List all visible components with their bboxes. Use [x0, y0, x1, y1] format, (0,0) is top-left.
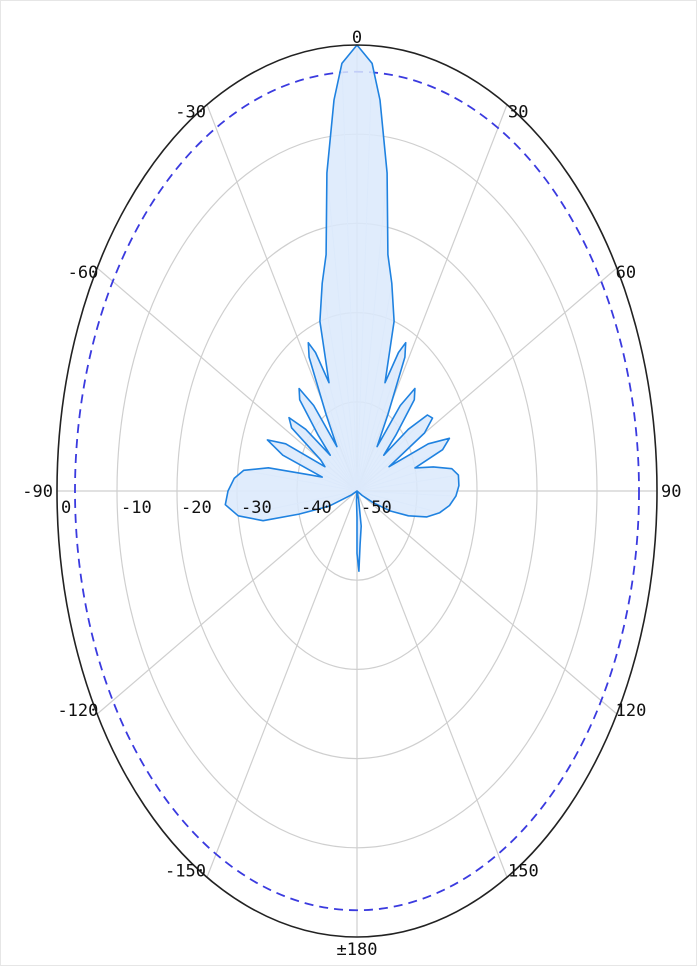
pattern-ray [356, 283, 393, 492]
pattern-ray [341, 63, 358, 492]
pattern-ray [356, 342, 407, 492]
angle-tick-label: 150 [508, 861, 539, 881]
pattern-ray [356, 399, 415, 492]
pattern-ray [356, 449, 443, 492]
radial-tick-label: -10 [121, 498, 152, 518]
outer-boundary-circle [56, 44, 658, 938]
pattern-ray [356, 414, 428, 492]
pattern-ray [356, 443, 429, 492]
pattern-ray [299, 399, 358, 492]
pattern-ray [356, 382, 386, 492]
angle-tick-label: -150 [165, 861, 206, 881]
angle-tick-label: ±180 [337, 940, 378, 960]
pattern-ray [356, 466, 434, 492]
pattern-ray [326, 172, 358, 492]
radial-tick-label: 0 [61, 498, 71, 518]
angular-grid-spoke [356, 490, 618, 715]
pattern-ray [243, 469, 358, 492]
pattern-ray [356, 474, 459, 492]
angular-grid-spoke [96, 267, 358, 492]
pattern-ray [298, 490, 358, 515]
radial-tick-label: -50 [361, 498, 392, 518]
angle-tick-label: 0 [352, 28, 362, 48]
radial-tick-label: -40 [301, 498, 332, 518]
angle-tick-label: 30 [508, 103, 528, 123]
pattern-ray [356, 454, 385, 492]
angle-tick-label: 60 [616, 263, 636, 283]
pattern-ray [356, 172, 388, 492]
pattern-ray [321, 283, 358, 492]
pattern-group [224, 44, 460, 572]
outer-ring-group [56, 44, 658, 938]
pattern-ray [282, 454, 358, 492]
angle-tick-label: -90 [22, 482, 53, 502]
pattern-ray [238, 490, 358, 517]
pattern-line [224, 44, 460, 572]
radial-tick-label: -20 [181, 498, 212, 518]
angular-grid-spoke [96, 490, 358, 715]
radial-tick-label: -30 [241, 498, 272, 518]
pattern-ray [285, 443, 358, 492]
angle-tick-label: -60 [68, 263, 99, 283]
angle-tick-label: 120 [616, 701, 647, 721]
angular-grid-spoke [206, 490, 358, 878]
angle-tick-label: -30 [175, 103, 206, 123]
pattern-ray [328, 382, 358, 492]
pattern-ray [356, 414, 389, 492]
pattern-ray [356, 490, 409, 517]
pattern-ray [356, 63, 373, 492]
angle-tick-label: 90 [661, 482, 681, 502]
angle-tick-label: -120 [57, 701, 98, 721]
pattern-ray [356, 490, 440, 514]
pattern-ray [310, 474, 358, 492]
pattern-ray [356, 490, 456, 497]
angle-tick-labels: 0 30 60 90 120 150 ±180 -150 -120 -90 -60 -30 [22, 28, 681, 960]
pattern-ray [320, 459, 358, 492]
pattern-ray [288, 417, 358, 492]
pattern-area [225, 45, 459, 572]
pattern-ray [329, 454, 358, 492]
pattern-ray [325, 414, 358, 492]
pattern-ray [307, 342, 358, 492]
angular-grid-spoke [356, 490, 508, 878]
radial-tick-labels: 0 -10 -20 -30 -40 -50 [61, 498, 392, 518]
